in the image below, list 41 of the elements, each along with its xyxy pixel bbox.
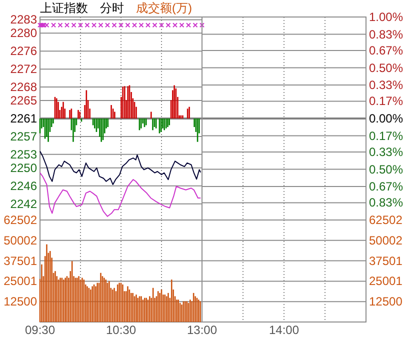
y2-tick-label: 0.67% xyxy=(369,180,404,194)
y2-tick-label: 0.67% xyxy=(369,43,404,58)
x-tick-label: 14:00 xyxy=(268,323,300,337)
y2-tick-label: 0.50% xyxy=(369,162,404,176)
y2-tick-label: 0.17% xyxy=(369,94,404,108)
chart-subtitle: 分时 xyxy=(100,1,124,15)
x-tick-label: 13:00 xyxy=(186,323,218,337)
chart-title: 上证指数 xyxy=(40,1,88,15)
y2-tick-label: 0.17% xyxy=(369,128,404,143)
y-tick-label: 2272 xyxy=(10,62,38,76)
y2-tick-label: 25001 xyxy=(369,274,403,288)
y-tick-label: 25001 xyxy=(4,274,38,288)
y-tick-label: 2268 xyxy=(10,80,38,94)
y-tick-label: 2250 xyxy=(10,160,38,175)
text: 成交额(万) xyxy=(136,1,192,15)
y-tick-label: 2246 xyxy=(10,178,38,193)
y-tick-label: 2261 xyxy=(10,112,38,126)
y-tick-label: 2283 xyxy=(10,12,38,27)
y-tick-label: 2242 xyxy=(10,196,38,211)
y2-tick-label: 0.33% xyxy=(369,144,404,159)
y2-tick-label: 0.00% xyxy=(369,112,404,126)
y-tick-label: 2253 xyxy=(10,147,38,162)
y2-tick-label: 1.00% xyxy=(369,10,404,24)
x-tick-label: 10:30 xyxy=(106,323,136,337)
y-tick-label: 2280 xyxy=(10,26,38,40)
y-tick-label: 37501 xyxy=(4,254,38,268)
y2-tick-label: 62502 xyxy=(369,213,403,227)
y-tick-label: 12500 xyxy=(4,294,38,309)
y2-tick-label: 0.83% xyxy=(369,27,404,42)
y2-tick-label: 0.50% xyxy=(369,60,404,75)
y2-tick-label: 0.83% xyxy=(369,196,404,210)
y2-tick-label: 12500 xyxy=(369,294,403,309)
y-tick-label: 62502 xyxy=(4,213,38,227)
y-tick-label: 2257 xyxy=(10,129,38,144)
y2-tick-label: 37501 xyxy=(369,254,403,268)
y2-tick-label: 0.33% xyxy=(369,78,404,92)
x-tick-label: 09:30 xyxy=(24,323,56,337)
y-tick-label: 2276 xyxy=(10,44,38,58)
y2-tick-label: 50002 xyxy=(369,233,403,248)
y-tick-label: 50002 xyxy=(4,233,38,248)
y-tick-label: 2265 xyxy=(10,94,38,108)
